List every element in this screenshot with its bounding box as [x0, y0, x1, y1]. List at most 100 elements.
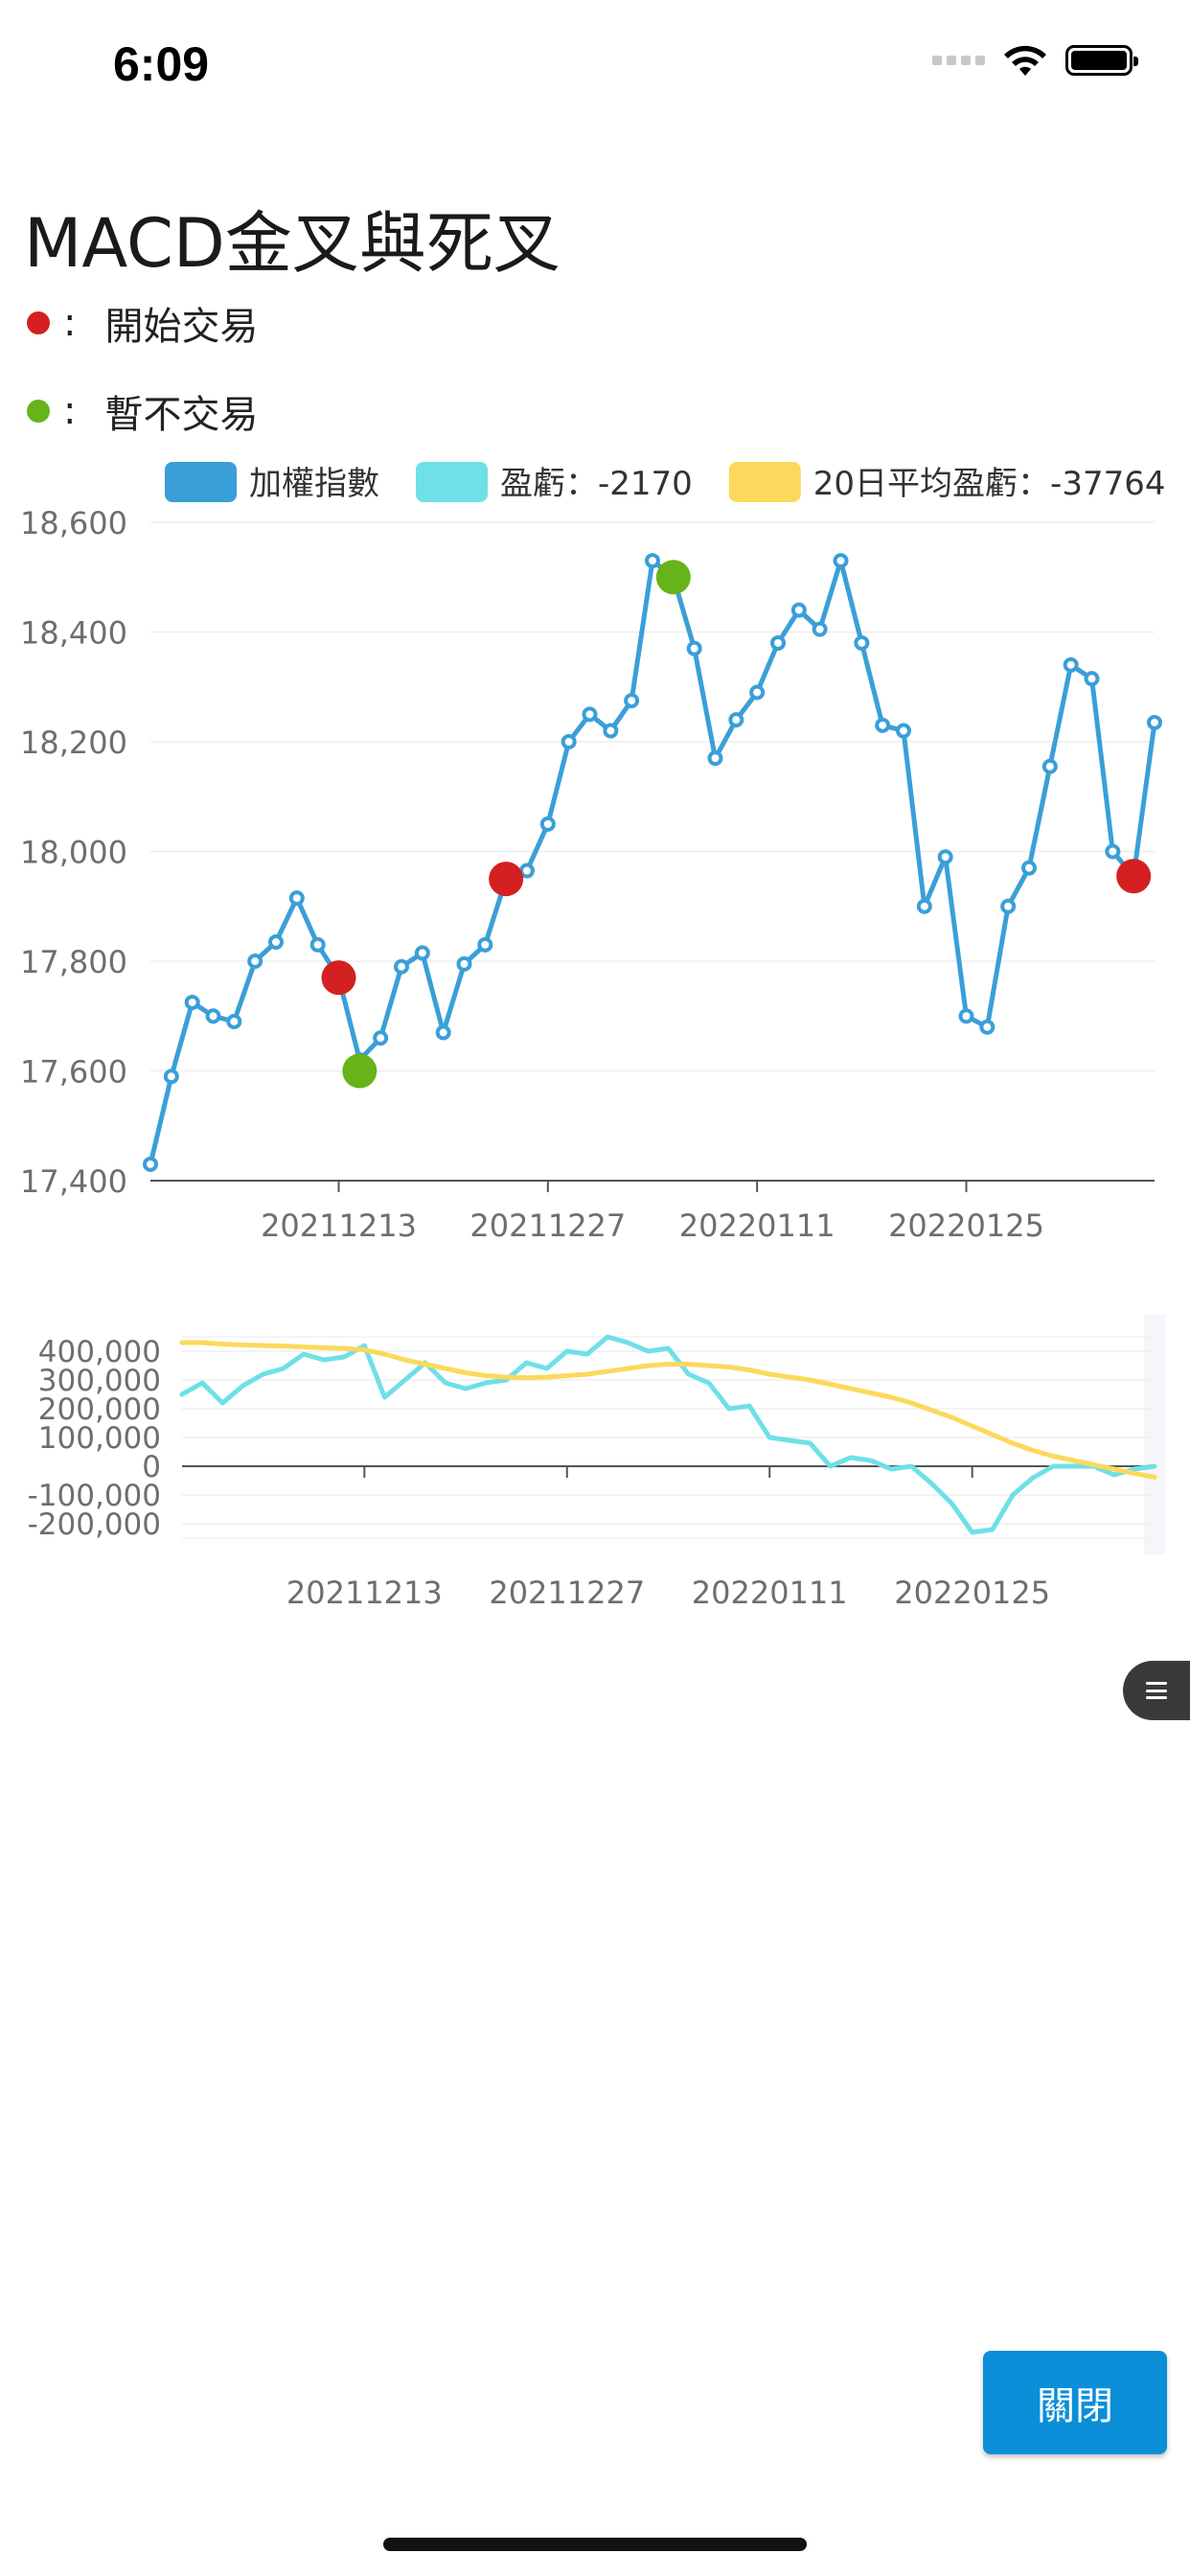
index-data-point	[1084, 671, 1100, 687]
index-data-point	[226, 1013, 242, 1029]
index-line-chart: 加權指數 盈虧：-2170 20日平均盈虧：-37764 17,400 17,600 17…	[20, 462, 1166, 1244]
profit-series-line	[179, 1334, 1157, 1535]
y-tick-label: 200,000	[38, 1392, 161, 1427]
wifi-icon	[1004, 45, 1046, 76]
legend-item: 加權指數	[165, 462, 379, 503]
y-tick-label: 17,800	[20, 944, 127, 980]
trade-marker	[489, 862, 524, 897]
page-title: MACD金叉與死叉	[24, 204, 561, 283]
legend-label: 盈虧：-2170	[500, 465, 693, 503]
index-data-point	[603, 723, 619, 739]
index-data-point	[812, 621, 828, 637]
index-data-point	[456, 955, 472, 972]
legend-item: 20日平均盈虧：-37764	[728, 462, 1166, 503]
signal-icon	[932, 56, 985, 65]
index-data-point	[268, 933, 284, 950]
index-data-point	[958, 1008, 974, 1024]
index-data-point	[790, 602, 807, 618]
close-button[interactable]: 關閉	[983, 2351, 1167, 2454]
x-tick-label: 20220111	[679, 1208, 835, 1244]
index-data-point	[1147, 714, 1162, 730]
index-data-point	[288, 890, 305, 907]
index-data-point	[770, 634, 786, 651]
index-data-point	[1105, 843, 1121, 860]
trade-marker	[655, 560, 691, 595]
y-tick-label: 100,000	[38, 1421, 161, 1456]
index-data-point	[414, 945, 430, 961]
status-icons	[932, 43, 1138, 78]
x-tick-label: 20220125	[894, 1575, 1050, 1611]
index-data-point	[937, 849, 953, 865]
legend-swatch	[416, 462, 488, 502]
menu-icon	[1146, 1682, 1167, 1699]
index-data-point	[916, 898, 932, 914]
index-data-point	[309, 936, 326, 953]
index-data-point	[896, 723, 911, 739]
index-data-point	[979, 1019, 995, 1035]
index-data-point	[143, 1156, 158, 1172]
y-tick-label: 0	[142, 1450, 161, 1484]
index-data-point	[519, 862, 535, 879]
index-data-point	[1041, 758, 1058, 774]
y-tick-label: 400,000	[38, 1335, 161, 1369]
x-tick-label: 20211213	[286, 1575, 443, 1611]
y-tick-label: 18,000	[20, 835, 127, 871]
index-series-line	[148, 558, 1157, 1165]
x-tick-label: 20211227	[489, 1575, 645, 1611]
index-data-point	[1063, 656, 1079, 673]
legend-note-label: 開始交易	[104, 305, 259, 349]
trade-marker	[342, 1053, 378, 1089]
y-tick-label: 18,400	[20, 615, 127, 652]
index-data-point	[435, 1024, 451, 1041]
index-data-point	[1000, 898, 1017, 914]
legend-note-pause-trade: : 暫不交易	[27, 383, 258, 439]
status-time: 6:09	[113, 37, 210, 91]
index-data-point	[539, 816, 556, 832]
x-tick-label: 20220125	[888, 1208, 1044, 1244]
legend-swatch	[165, 462, 237, 502]
y-tick-label: 300,000	[38, 1364, 161, 1398]
index-data-point	[163, 1069, 179, 1085]
index-data-point	[1021, 860, 1037, 876]
trade-marker	[1116, 859, 1152, 894]
index-data-point	[833, 553, 849, 569]
index-data-point	[561, 734, 577, 749]
index-data-point	[394, 958, 409, 975]
y-tick-label: 17,600	[20, 1054, 127, 1091]
x-tick-label: 20211213	[261, 1208, 417, 1244]
home-indicator	[383, 2538, 807, 2551]
red-dot-icon	[27, 311, 50, 334]
profit-series-line	[179, 1340, 1157, 1480]
profit-line-chart: 400,000300,000200,000100,0000-100,000-20…	[28, 1315, 1165, 1611]
y-tick-label: -100,000	[28, 1479, 161, 1513]
legend-swatch	[728, 462, 801, 502]
side-menu-handle[interactable]	[1123, 1661, 1190, 1720]
y-tick-label: 18,200	[20, 724, 127, 761]
legend-note-colon: :	[63, 301, 77, 345]
index-data-point	[728, 712, 744, 728]
index-data-point	[875, 717, 891, 733]
y-tick-label: 18,600	[20, 505, 127, 541]
legend-label: 加權指數	[249, 465, 379, 503]
legend-note-start-trade: : 開始交易	[27, 295, 258, 351]
index-data-point	[477, 936, 493, 953]
index-data-point	[184, 994, 200, 1010]
index-data-point	[247, 954, 263, 969]
trade-marker	[321, 960, 356, 996]
index-data-point	[373, 1030, 389, 1046]
status-bar: 6:09	[0, 0, 1190, 125]
y-tick-label: -200,000	[28, 1507, 161, 1542]
index-data-point	[749, 684, 766, 701]
x-tick-label: 20211227	[469, 1208, 626, 1244]
index-data-point	[707, 750, 723, 767]
index-data-point	[686, 640, 702, 656]
green-dot-icon	[27, 400, 50, 423]
index-data-point	[582, 706, 598, 723]
legend-item: 盈虧：-2170	[416, 462, 693, 503]
x-tick-label: 20220111	[692, 1575, 848, 1611]
index-data-point	[854, 634, 870, 651]
battery-icon	[1065, 45, 1138, 76]
legend-label: 20日平均盈虧：-37764	[813, 465, 1166, 503]
y-tick-label: 17,400	[20, 1163, 127, 1200]
legend-note-label: 暫不交易	[104, 393, 259, 437]
